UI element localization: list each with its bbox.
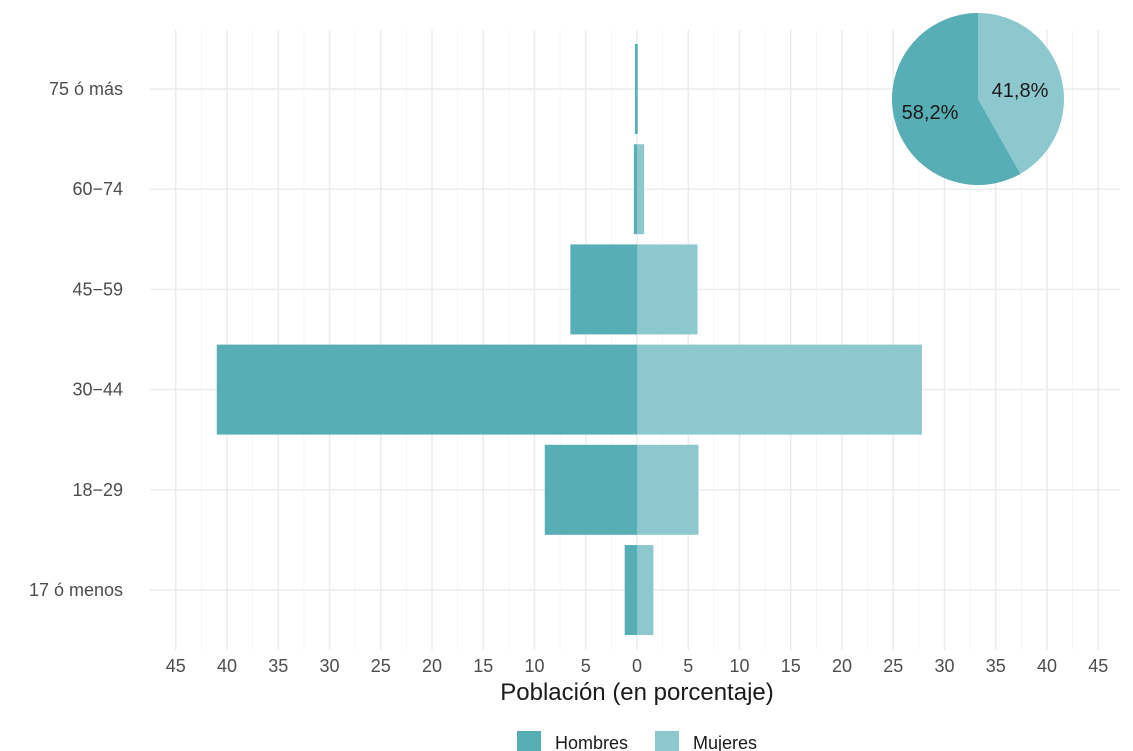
y-tick-label: 17 ó menos	[29, 580, 123, 600]
bar-mujeres-2	[637, 344, 922, 435]
x-tick-label: 15	[473, 656, 493, 676]
legend-swatch-hombres	[517, 731, 541, 751]
legend-label-hombres: Hombres	[555, 733, 628, 751]
x-tick-label: 35	[268, 656, 288, 676]
bar-hombres-1	[544, 444, 637, 535]
y-tick-label: 75 ó más	[49, 79, 123, 99]
x-axis-labels: 45 40 35 30 25 20 15 10 5 0 5 10 15 20 25 30 35 40 45	[166, 656, 1109, 676]
legend-label-mujeres: Mujeres	[693, 733, 757, 751]
pie-slice-hombres	[892, 13, 1021, 185]
grid-layer	[150, 30, 1120, 650]
x-tick-label: 10	[524, 656, 544, 676]
y-tick-label: 18−29	[72, 480, 123, 500]
y-tick-label: 45−59	[72, 279, 123, 299]
bar-hombres-3	[570, 244, 637, 335]
x-tick-label: 5	[683, 656, 693, 676]
bar-hombres-2	[216, 344, 637, 435]
x-tick-label: 20	[422, 656, 442, 676]
x-tick-label: 30	[934, 656, 954, 676]
x-tick-label: 40	[217, 656, 237, 676]
legend: Hombres Mujeres	[517, 731, 757, 751]
x-tick-label: 45	[166, 656, 186, 676]
bar-hombres-5	[634, 44, 637, 134]
bar-mujeres-3	[637, 244, 698, 335]
bar-hombres-0	[624, 545, 637, 635]
bar-mujeres-1	[637, 444, 699, 535]
x-tick-label: 45	[1088, 656, 1108, 676]
pie-label-mujeres: 41,8%	[992, 80, 1049, 102]
x-tick-label: 10	[729, 656, 749, 676]
x-tick-label: 35	[986, 656, 1006, 676]
x-tick-label: 5	[581, 656, 591, 676]
x-tick-label: 15	[781, 656, 801, 676]
bar-mujeres-0	[637, 545, 654, 635]
pie-inset: 58,2% 41,8%	[892, 13, 1065, 185]
legend-swatch-mujeres	[655, 731, 679, 751]
y-axis-labels: 17 ó menos 18−29 30−44 45−59 60−74 75 ó más	[29, 79, 123, 600]
x-tick-label: 25	[371, 656, 391, 676]
bar-hombres-4	[633, 144, 637, 235]
pie-slice-mujeres	[978, 13, 1065, 174]
x-tick-label: 0	[632, 656, 642, 676]
y-tick-label: 60−74	[72, 179, 123, 199]
bar-mujeres-4	[637, 144, 645, 235]
bars-layer	[216, 44, 922, 635]
x-tick-label: 25	[883, 656, 903, 676]
x-tick-label: 20	[832, 656, 852, 676]
x-tick-label: 30	[319, 656, 339, 676]
y-tick-label: 30−44	[72, 380, 123, 400]
pie-label-hombres: 58,2%	[902, 102, 959, 124]
x-axis-title: Población (en porcentaje)	[500, 679, 774, 706]
bar-mujeres-5	[637, 44, 639, 134]
x-tick-label: 40	[1037, 656, 1057, 676]
